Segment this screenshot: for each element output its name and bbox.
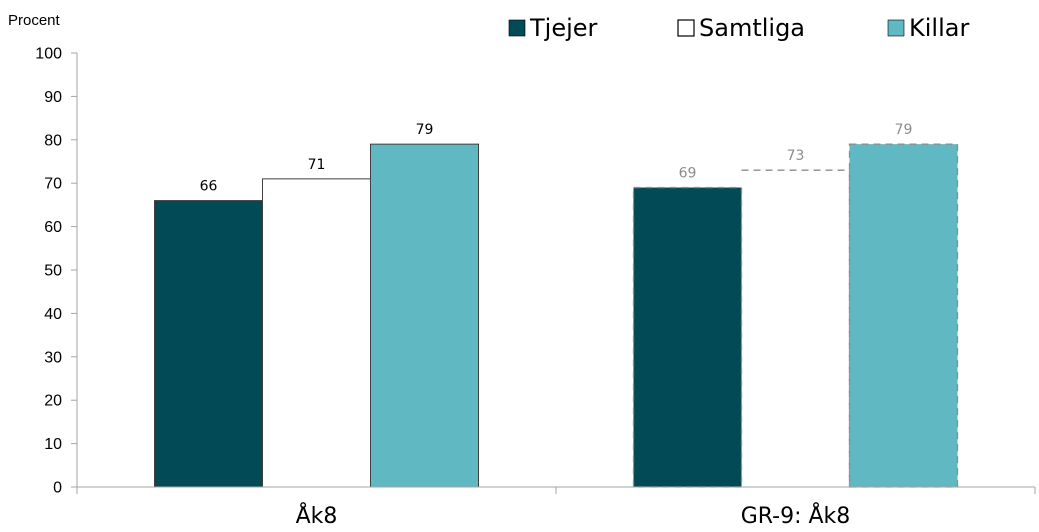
y-tick-label: 80 <box>44 132 62 149</box>
data-label: 79 <box>416 122 434 138</box>
x-axis: Åk8 GR-9: Åk8 <box>76 486 1036 529</box>
legend-swatch-killar <box>887 19 905 37</box>
data-label: 79 <box>895 122 913 138</box>
y-tick-label: 60 <box>44 219 62 236</box>
y-tick-label: 10 <box>44 436 62 453</box>
bars <box>154 143 959 488</box>
y-tick-label: 30 <box>44 349 62 366</box>
bar-tjejer <box>154 200 263 488</box>
data-labels: 66 71 79 69 73 79 <box>200 122 913 194</box>
y-tick-label: 50 <box>44 263 62 280</box>
bar-killar <box>370 143 479 488</box>
legend: Tjejer Samtliga Killar <box>508 14 969 42</box>
bar-killar <box>848 143 959 488</box>
x-category-label: GR-9: Åk8 <box>741 502 851 529</box>
y-tick-label: 0 <box>53 480 62 497</box>
y-tick-label: 20 <box>44 393 62 410</box>
legend-label: Killar <box>909 14 969 42</box>
bar-samtliga <box>262 178 371 488</box>
legend-label: Tjejer <box>529 14 598 42</box>
legend-swatch-tjejer <box>508 19 526 37</box>
legend-swatch-samtliga <box>677 19 695 37</box>
data-label: 73 <box>787 148 805 164</box>
y-axis: 0 10 20 30 40 50 60 70 80 90 100 <box>35 46 78 497</box>
data-label: 69 <box>679 166 697 182</box>
y-tick-label: 100 <box>35 46 62 63</box>
y-tick-label: 40 <box>44 306 62 323</box>
bar-tjejer <box>632 186 743 488</box>
y-tick-label: 90 <box>44 89 62 106</box>
y-axis-label: Procent <box>8 12 61 29</box>
data-label: 66 <box>200 179 218 195</box>
y-tick-label: 70 <box>44 176 62 193</box>
x-category-label: Åk8 <box>296 502 338 529</box>
data-label: 71 <box>308 157 326 173</box>
bar-samtliga <box>741 169 851 487</box>
legend-label: Samtliga <box>699 14 805 42</box>
